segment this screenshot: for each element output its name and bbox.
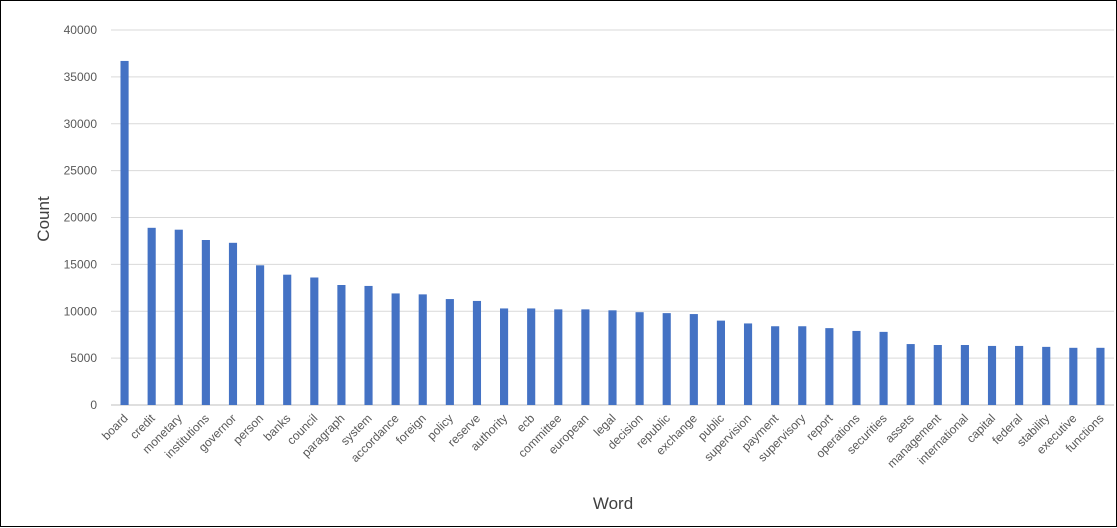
bar <box>960 345 969 405</box>
bar <box>987 345 997 405</box>
bar <box>228 242 238 405</box>
bar <box>771 326 780 405</box>
bar <box>933 345 942 405</box>
bar <box>120 60 129 405</box>
bar <box>852 330 861 405</box>
bar <box>716 320 725 405</box>
y-axis-title: Count <box>34 196 53 242</box>
bar <box>581 309 590 405</box>
bar <box>1015 345 1024 405</box>
bar <box>1069 347 1078 405</box>
bar <box>418 294 427 405</box>
bar <box>635 312 644 405</box>
bar <box>472 300 482 405</box>
x-tick-label: foreign <box>393 411 429 447</box>
y-axis-ticks: 0 5000 10000 15000 20000 25000 30000 35000 40000 <box>64 23 98 412</box>
x-axis-title: Word <box>593 494 633 513</box>
y-tick-label: 20000 <box>64 211 98 225</box>
bar <box>500 308 509 405</box>
bar <box>662 313 671 405</box>
bar <box>554 309 563 405</box>
bar <box>608 310 617 405</box>
bar <box>310 277 319 405</box>
bar <box>1042 346 1051 405</box>
y-tick-label: 25000 <box>64 164 98 178</box>
bars <box>120 60 1105 405</box>
bar <box>527 308 536 405</box>
y-tick-label: 0 <box>90 398 97 412</box>
bar <box>689 314 698 405</box>
y-tick-label: 35000 <box>64 70 98 84</box>
x-axis-ticks: boardcreditmonetaryinstitutionsgovernorp… <box>99 411 1107 471</box>
gridlines <box>111 29 1114 406</box>
bar <box>445 299 454 405</box>
bar <box>391 293 400 405</box>
bar <box>201 240 210 405</box>
x-tick-label: person <box>230 411 266 447</box>
y-tick-label: 15000 <box>64 257 98 271</box>
bar <box>283 274 292 405</box>
y-tick-label: 40000 <box>64 23 98 37</box>
bar <box>798 326 807 405</box>
bar <box>879 331 888 405</box>
y-tick-label: 30000 <box>64 117 98 131</box>
bar <box>1096 347 1105 405</box>
y-tick-label: 5000 <box>70 351 97 365</box>
bar <box>743 323 753 405</box>
bar <box>174 229 183 405</box>
x-tick-label: board <box>99 411 131 443</box>
bar <box>906 344 915 405</box>
bar <box>147 227 156 405</box>
bar <box>337 285 346 405</box>
bar <box>825 328 834 405</box>
bar <box>256 265 265 405</box>
y-tick-label: 10000 <box>64 304 98 318</box>
bar <box>364 285 373 405</box>
